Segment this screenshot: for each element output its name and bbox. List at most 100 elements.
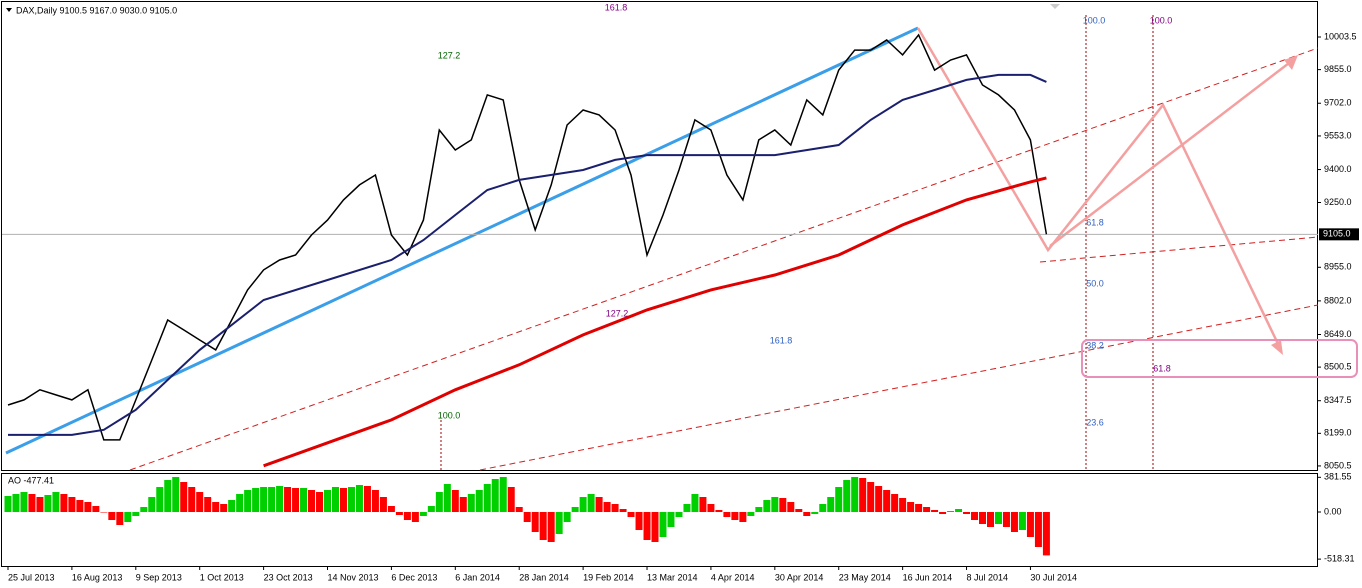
- y-tick-label: 9250.0: [1324, 197, 1352, 207]
- ao-bar: [587, 494, 595, 512]
- ao-bar: [523, 512, 531, 522]
- ao-bar: [635, 512, 643, 530]
- ao-bar: [651, 512, 659, 542]
- ao-bar: [915, 504, 923, 512]
- ao-bar: [899, 498, 907, 512]
- fib-label: 50.0: [1086, 278, 1104, 288]
- ao-bar: [539, 512, 547, 540]
- ao-bar: [459, 497, 467, 512]
- ao-bar: [787, 502, 795, 512]
- ao-bar: [475, 490, 483, 512]
- x-tick-label: 9 Sep 2013: [136, 572, 182, 582]
- ao-bar: [867, 482, 875, 512]
- ao-bar: [260, 487, 268, 512]
- channel-line: [129, 47, 1319, 471]
- ao-bar: [427, 506, 435, 512]
- ao-bar: [60, 494, 68, 512]
- x-tick-label: 4 Apr 2014: [711, 572, 755, 582]
- ao-bar: [52, 492, 60, 512]
- fib-label: 100.0: [1083, 15, 1106, 25]
- x-tick-label: 28 Jan 2014: [519, 572, 569, 582]
- price-box: [1319, 228, 1359, 241]
- price-box-label: 9105.0: [1323, 229, 1351, 239]
- ao-bar: [204, 497, 212, 512]
- ao-bar: [116, 512, 124, 525]
- moving-average: [263, 176, 1047, 468]
- ao-bar: [595, 497, 603, 512]
- ao-bar: [779, 498, 787, 512]
- ao-bar: [731, 512, 739, 520]
- ao-bar: [579, 497, 587, 512]
- ao-bar: [28, 494, 36, 512]
- ao-bar: [755, 507, 763, 512]
- price-panel-frame: [1, 1, 1318, 471]
- x-tick-label: 16 Jun 2014: [903, 572, 953, 582]
- ao-bar: [196, 492, 204, 512]
- ao-bar: [228, 500, 236, 512]
- ao-bar: [939, 512, 947, 514]
- ao-bar: [483, 484, 491, 512]
- ao-bar: [467, 494, 475, 512]
- ao-bar: [859, 478, 867, 512]
- fib-label: 127.2: [438, 50, 461, 60]
- menu-arrow: [6, 8, 12, 12]
- ao-bar: [795, 509, 803, 512]
- ao-bar: [715, 510, 723, 512]
- ao-bar: [284, 487, 292, 512]
- ao-bar: [180, 482, 188, 512]
- ao-bar: [1026, 512, 1034, 537]
- ao-bar: [411, 512, 419, 522]
- ao-bar: [707, 504, 715, 512]
- ao-bar: [347, 487, 355, 512]
- ao-bar: [44, 495, 52, 512]
- ao-bar: [907, 502, 915, 512]
- ao-bar: [883, 490, 891, 512]
- fib-label: 23.6: [1086, 417, 1104, 427]
- ao-bar: [603, 502, 611, 512]
- trend-line: [5, 26, 919, 455]
- ao-bar: [835, 487, 843, 512]
- target-zone: [1081, 339, 1358, 378]
- ao-bar: [986, 512, 994, 527]
- x-tick-label: 16 Aug 2013: [72, 572, 123, 582]
- ao-bar: [1018, 512, 1026, 530]
- y-tick-label: 8649.0: [1324, 329, 1352, 339]
- ao-bar: [236, 494, 244, 512]
- channel-line: [1039, 236, 1319, 263]
- x-tick-label: 13 Mar 2014: [647, 572, 698, 582]
- ao-bar: [627, 512, 635, 517]
- ao-bar: [531, 512, 539, 532]
- ao-bar: [547, 512, 555, 542]
- ao-bar: [68, 497, 76, 512]
- ao-bar: [395, 512, 403, 515]
- ao-bar: [355, 485, 363, 512]
- ao-bar: [84, 502, 92, 512]
- x-tick-label: 8 Jul 2014: [967, 572, 1009, 582]
- ao-bar: [947, 511, 955, 512]
- ao-bar: [300, 488, 308, 512]
- ao-bar: [1034, 512, 1042, 547]
- ao-bar: [763, 500, 771, 512]
- y-tick-label: 9855.0: [1324, 64, 1352, 74]
- ao-bar: [1002, 512, 1010, 527]
- ao-bar: [851, 477, 859, 512]
- ao-bar: [723, 512, 731, 517]
- ao-bar: [148, 497, 156, 512]
- ao-bar: [132, 512, 140, 516]
- fib-label: 100.0: [1150, 15, 1173, 25]
- y-tick-label: 8955.0: [1324, 262, 1352, 272]
- ao-bar: [276, 486, 284, 512]
- ao-title: AO -477.41: [8, 475, 54, 485]
- ao-bar: [156, 487, 164, 512]
- moving-average: [8, 73, 1047, 436]
- ao-bar: [403, 512, 411, 520]
- ao-bar: [563, 512, 571, 522]
- fib-label: 100.0: [438, 410, 461, 420]
- ao-bar: [811, 512, 819, 514]
- y-tick-label: 10003.5: [1324, 31, 1357, 41]
- ao-bar: [971, 512, 979, 520]
- fib-label: 127.2: [606, 308, 629, 318]
- ao-bar: [331, 487, 339, 512]
- ao-bar: [12, 494, 20, 512]
